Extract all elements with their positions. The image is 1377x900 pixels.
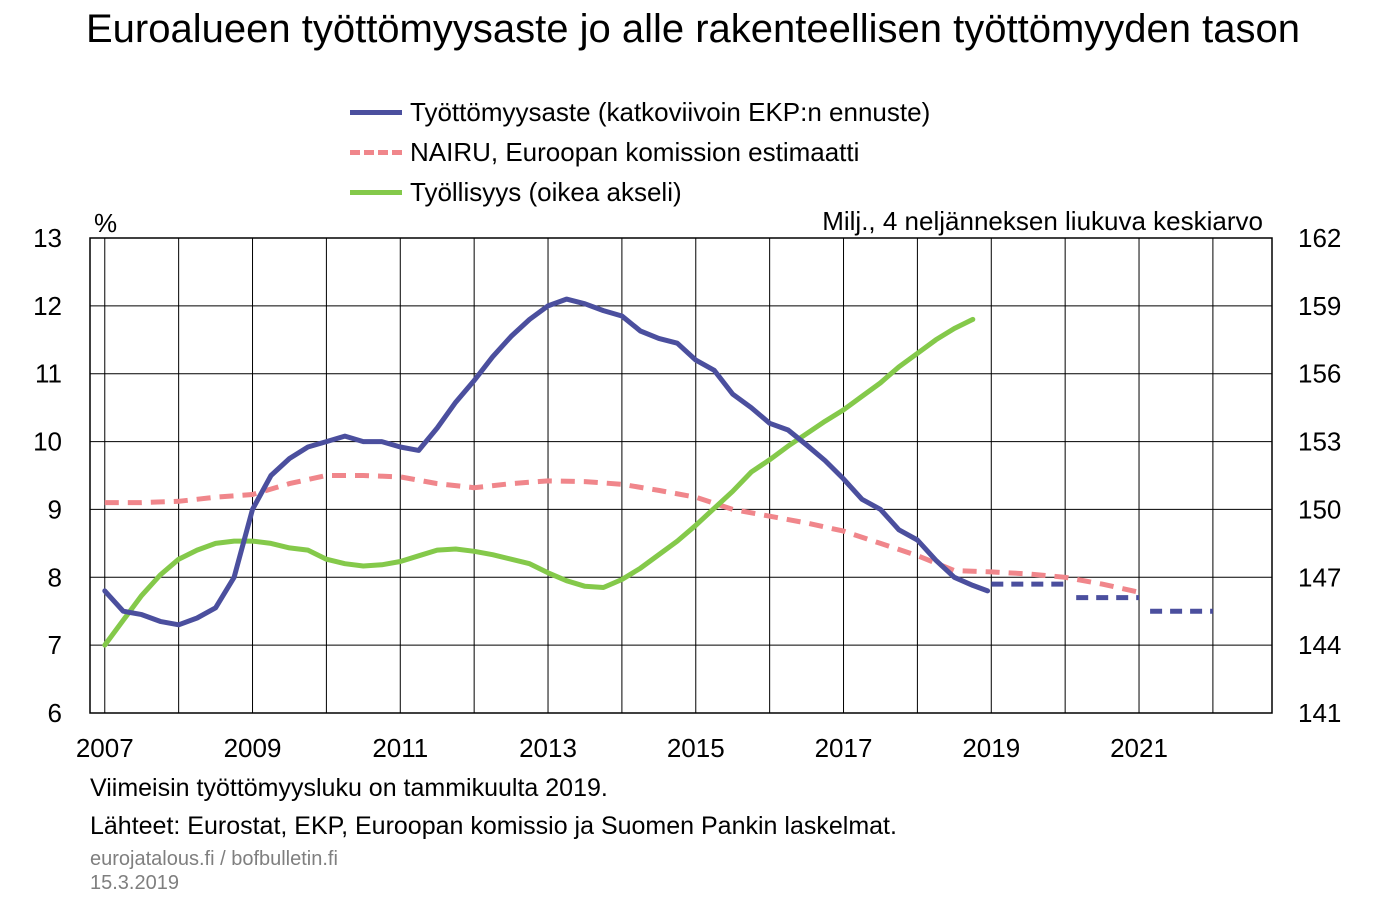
legend-label-unemployment: Työttömyysaste (katkoviivoin EKP:n ennus… <box>410 96 931 127</box>
right-tick-label: 144 <box>1298 630 1341 660</box>
legend-label-employment: Työllisyys (oikea akseli) <box>410 176 682 207</box>
x-tick-label: 2011 <box>372 733 428 763</box>
legend-swatch-nairu <box>350 149 402 155</box>
x-tick-label: 2007 <box>76 733 134 763</box>
left-tick-label: 12 <box>33 291 62 321</box>
nairu-line <box>104 473 1140 595</box>
series-lines <box>102 296 1213 648</box>
left-axis-unit: % <box>94 208 117 238</box>
x-tick-label: 2013 <box>519 733 577 763</box>
gridlines <box>90 237 1272 714</box>
x-tick-label: 2017 <box>815 733 873 763</box>
right-tick-label: 147 <box>1298 562 1341 592</box>
left-tick-label: 7 <box>48 630 62 660</box>
right-tick-label: 141 <box>1298 698 1341 728</box>
legend-swatch-unemployment <box>350 109 402 115</box>
legend: Työttömyysaste (katkoviivoin EKP:n ennus… <box>350 92 930 212</box>
sources: Lähteet: Eurostat, EKP, Euroopan komissi… <box>90 812 897 840</box>
right-tick-label: 159 <box>1298 291 1341 321</box>
right-tick-label: 156 <box>1298 359 1341 389</box>
left-axis-ticks: 6 7 8 9 10 11 12 13 <box>33 223 62 728</box>
legend-label-nairu: NAIRU, Euroopan komission estimaatti <box>410 136 860 167</box>
employment-line <box>102 316 976 648</box>
right-axis-ticks: 141 144 147 150 153 156 159 162 <box>1298 223 1341 728</box>
chart-title: Euroalueen työttömyysaste jo alle rakent… <box>86 7 1301 51</box>
left-tick-label: 11 <box>35 359 62 389</box>
x-tick-label: 2021 <box>1110 733 1168 763</box>
legend-item-nairu: NAIRU, Euroopan komission estimaatti <box>350 132 930 172</box>
left-tick-label: 13 <box>33 223 62 253</box>
legend-swatch-employment <box>350 189 402 195</box>
left-tick-label: 6 <box>48 698 62 728</box>
right-axis-unit: Milj., 4 neljänneksen liukuva keskiarvo <box>822 206 1263 236</box>
left-tick-label: 8 <box>48 562 62 592</box>
x-tick-label: 2019 <box>962 733 1020 763</box>
footnote: Viimeisin työttömyysluku on tammikuulta … <box>90 774 608 802</box>
x-axis-ticks: 2007 2009 2011 2013 2015 2017 2019 2021 <box>76 733 1168 763</box>
x-tick-label: 2015 <box>667 733 725 763</box>
right-tick-label: 162 <box>1298 223 1341 253</box>
plot-frame <box>89 237 1273 714</box>
site-credit: eurojatalous.fi / bofbulletin.fi <box>90 848 338 870</box>
right-tick-label: 150 <box>1298 494 1341 524</box>
legend-item-employment: Työllisyys (oikea akseli) <box>350 172 930 212</box>
left-tick-label: 9 <box>48 494 62 524</box>
unemployment-line <box>102 296 991 628</box>
publish-date: 15.3.2019 <box>90 872 179 894</box>
right-tick-label: 153 <box>1298 427 1341 457</box>
left-tick-label: 10 <box>33 427 62 457</box>
x-tick-label: 2009 <box>224 733 282 763</box>
legend-item-unemployment: Työttömyysaste (katkoviivoin EKP:n ennus… <box>350 92 930 132</box>
